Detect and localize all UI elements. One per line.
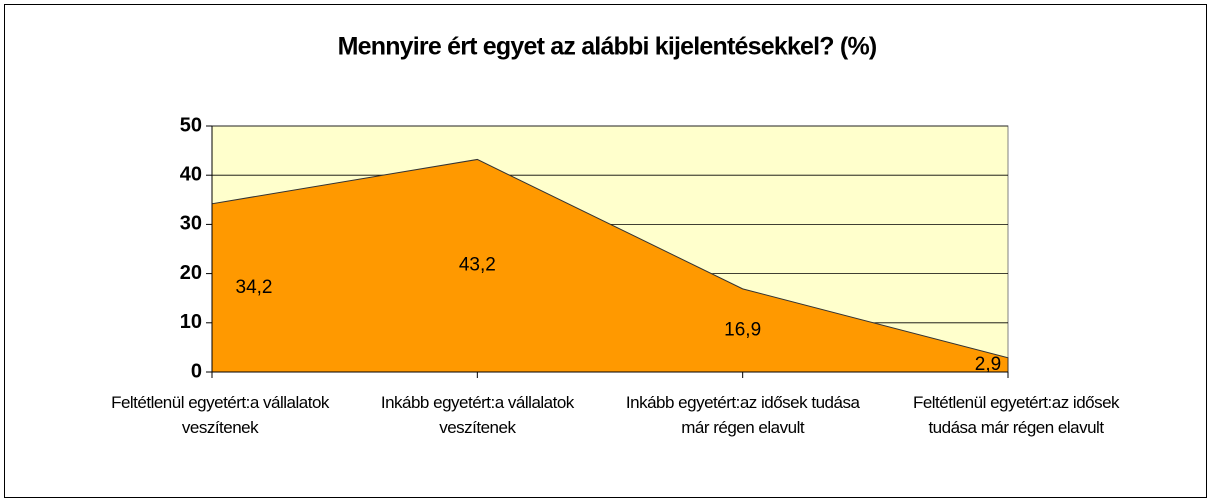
x-tick-label: Inkább egyetért:a vállalatok veszítenek — [380, 393, 574, 437]
x-tick-label: Feltétlenül egyetért:a vállalatok veszít… — [111, 393, 329, 437]
y-tick-label: 40 — [180, 163, 202, 185]
value-label: 43,2 — [459, 255, 496, 276]
y-tick-label: 50 — [180, 114, 202, 136]
chart-title: Mennyire ért egyet az alábbi kijelentése… — [338, 33, 877, 61]
y-tick-label: 20 — [180, 262, 202, 284]
value-label: 16,9 — [724, 319, 761, 340]
y-tick-label: 10 — [180, 311, 202, 333]
x-tick-label: Inkább egyetért:az idősek tudása már rég… — [625, 393, 860, 437]
y-tick-label: 30 — [180, 213, 202, 235]
x-tick-label: Feltétlenül egyetért:az idősek tudása má… — [912, 393, 1120, 437]
value-label: 2,9 — [975, 354, 1001, 375]
y-tick-label: 0 — [191, 360, 202, 382]
value-label: 34,2 — [236, 277, 273, 298]
